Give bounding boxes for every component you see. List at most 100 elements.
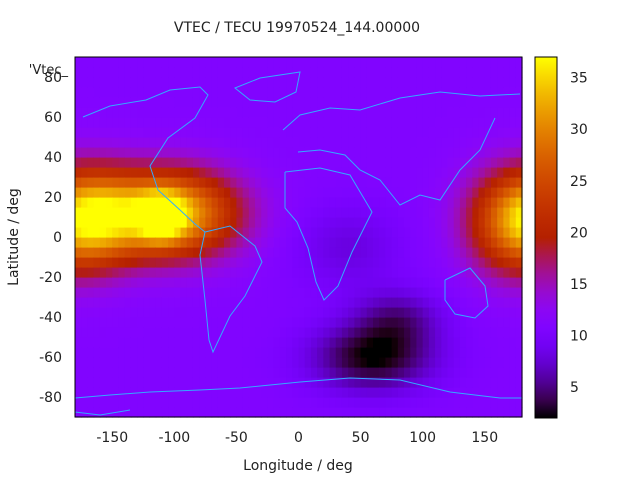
heatmap-cell [466, 287, 473, 298]
heatmap-cell [112, 137, 120, 148]
heatmap-cell [180, 97, 188, 108]
heatmap-cell [255, 367, 262, 378]
heatmap-cell [248, 97, 256, 108]
heatmap-cell [453, 267, 461, 278]
heatmap-cell [509, 107, 517, 118]
heatmap-cell [286, 187, 293, 198]
heatmap-cell [472, 317, 480, 328]
heatmap-cell [180, 117, 188, 128]
heatmap-cell [348, 207, 355, 218]
heatmap-cell [261, 97, 269, 108]
heatmap-cell [441, 407, 449, 418]
heatmap-cell [509, 167, 517, 178]
colorbar-tick-label: 30 [570, 122, 588, 138]
heatmap-cell [286, 237, 293, 248]
heatmap-cell [248, 237, 256, 248]
heatmap-cell [186, 407, 194, 418]
heatmap-cell [267, 277, 275, 288]
heatmap-cell [124, 247, 132, 258]
heatmap-cell [453, 87, 461, 98]
heatmap-cell [366, 277, 374, 288]
heatmap-cell [224, 97, 231, 108]
heatmap-cell [310, 157, 318, 168]
heatmap-cell [466, 187, 473, 198]
heatmap-cell [155, 387, 163, 398]
heatmap-cell [466, 317, 473, 328]
heatmap-cell [435, 347, 442, 358]
heatmap-cell [323, 397, 331, 408]
heatmap-cell [168, 177, 175, 188]
heatmap-cell [317, 117, 324, 128]
heatmap-cell [192, 267, 200, 278]
heatmap-cell [410, 117, 418, 128]
heatmap-cell [161, 317, 169, 328]
heatmap-cell [255, 317, 262, 328]
heatmap-cell [199, 387, 206, 398]
heatmap-cell [497, 357, 504, 368]
heatmap-cell [168, 247, 175, 258]
heatmap-cell [75, 297, 82, 308]
heatmap-cell [273, 397, 281, 408]
heatmap-cell [224, 237, 231, 248]
heatmap-cell [497, 97, 504, 108]
heatmap-cell [149, 87, 157, 98]
heatmap-cell [118, 137, 126, 148]
heatmap-cell [298, 217, 306, 228]
heatmap-cell [87, 87, 95, 98]
heatmap-cell [323, 127, 331, 138]
heatmap-cell [261, 57, 269, 68]
heatmap-cell [391, 157, 399, 168]
heatmap-cell [379, 337, 387, 348]
heatmap-cell [509, 247, 517, 258]
heatmap-cell [310, 217, 318, 228]
heatmap-cell [279, 157, 287, 168]
heatmap-cell [242, 117, 250, 128]
heatmap-cell [360, 67, 368, 78]
heatmap-cell [267, 217, 275, 228]
heatmap-cell [93, 287, 101, 298]
x-tick-label: -100 [158, 430, 190, 446]
heatmap-cell [304, 337, 312, 348]
heatmap-cell [391, 287, 399, 298]
heatmap-cell [174, 297, 182, 308]
heatmap-cell [236, 157, 244, 168]
heatmap-cell [161, 67, 169, 78]
heatmap-cell [441, 207, 449, 218]
heatmap-cell [137, 157, 144, 168]
heatmap-cell [217, 407, 225, 418]
heatmap-cell [447, 87, 455, 98]
heatmap-cell [466, 257, 473, 268]
heatmap-cell [354, 87, 362, 98]
heatmap-cell [366, 267, 374, 278]
heatmap-cell [267, 357, 275, 368]
heatmap-cell [304, 157, 312, 168]
heatmap-cell [509, 387, 517, 398]
heatmap-cell [373, 287, 380, 298]
heatmap-cell [515, 197, 523, 208]
heatmap-cell [490, 207, 498, 218]
heatmap-cell [397, 157, 405, 168]
heatmap-cell [466, 217, 473, 228]
heatmap-cell [441, 297, 449, 308]
heatmap-cell [87, 267, 95, 278]
heatmap-cell [224, 197, 231, 208]
heatmap-cell [286, 407, 293, 418]
heatmap-cell [124, 97, 132, 108]
heatmap-cell [242, 287, 250, 298]
heatmap-cell [81, 257, 89, 268]
heatmap-cell [329, 217, 337, 228]
heatmap-cell [186, 187, 194, 198]
heatmap-cell [397, 277, 405, 288]
heatmap-cell [155, 227, 163, 238]
heatmap-cell [155, 397, 163, 408]
heatmap-cell [292, 97, 300, 108]
heatmap-cell [211, 157, 219, 168]
heatmap-cell [118, 207, 126, 218]
heatmap-cell [354, 237, 362, 248]
heatmap-cell [478, 67, 486, 78]
heatmap-cell [279, 237, 287, 248]
heatmap-cell [161, 337, 169, 348]
heatmap-cell [236, 357, 244, 368]
heatmap-cell [497, 297, 504, 308]
heatmap-cell [410, 367, 418, 378]
